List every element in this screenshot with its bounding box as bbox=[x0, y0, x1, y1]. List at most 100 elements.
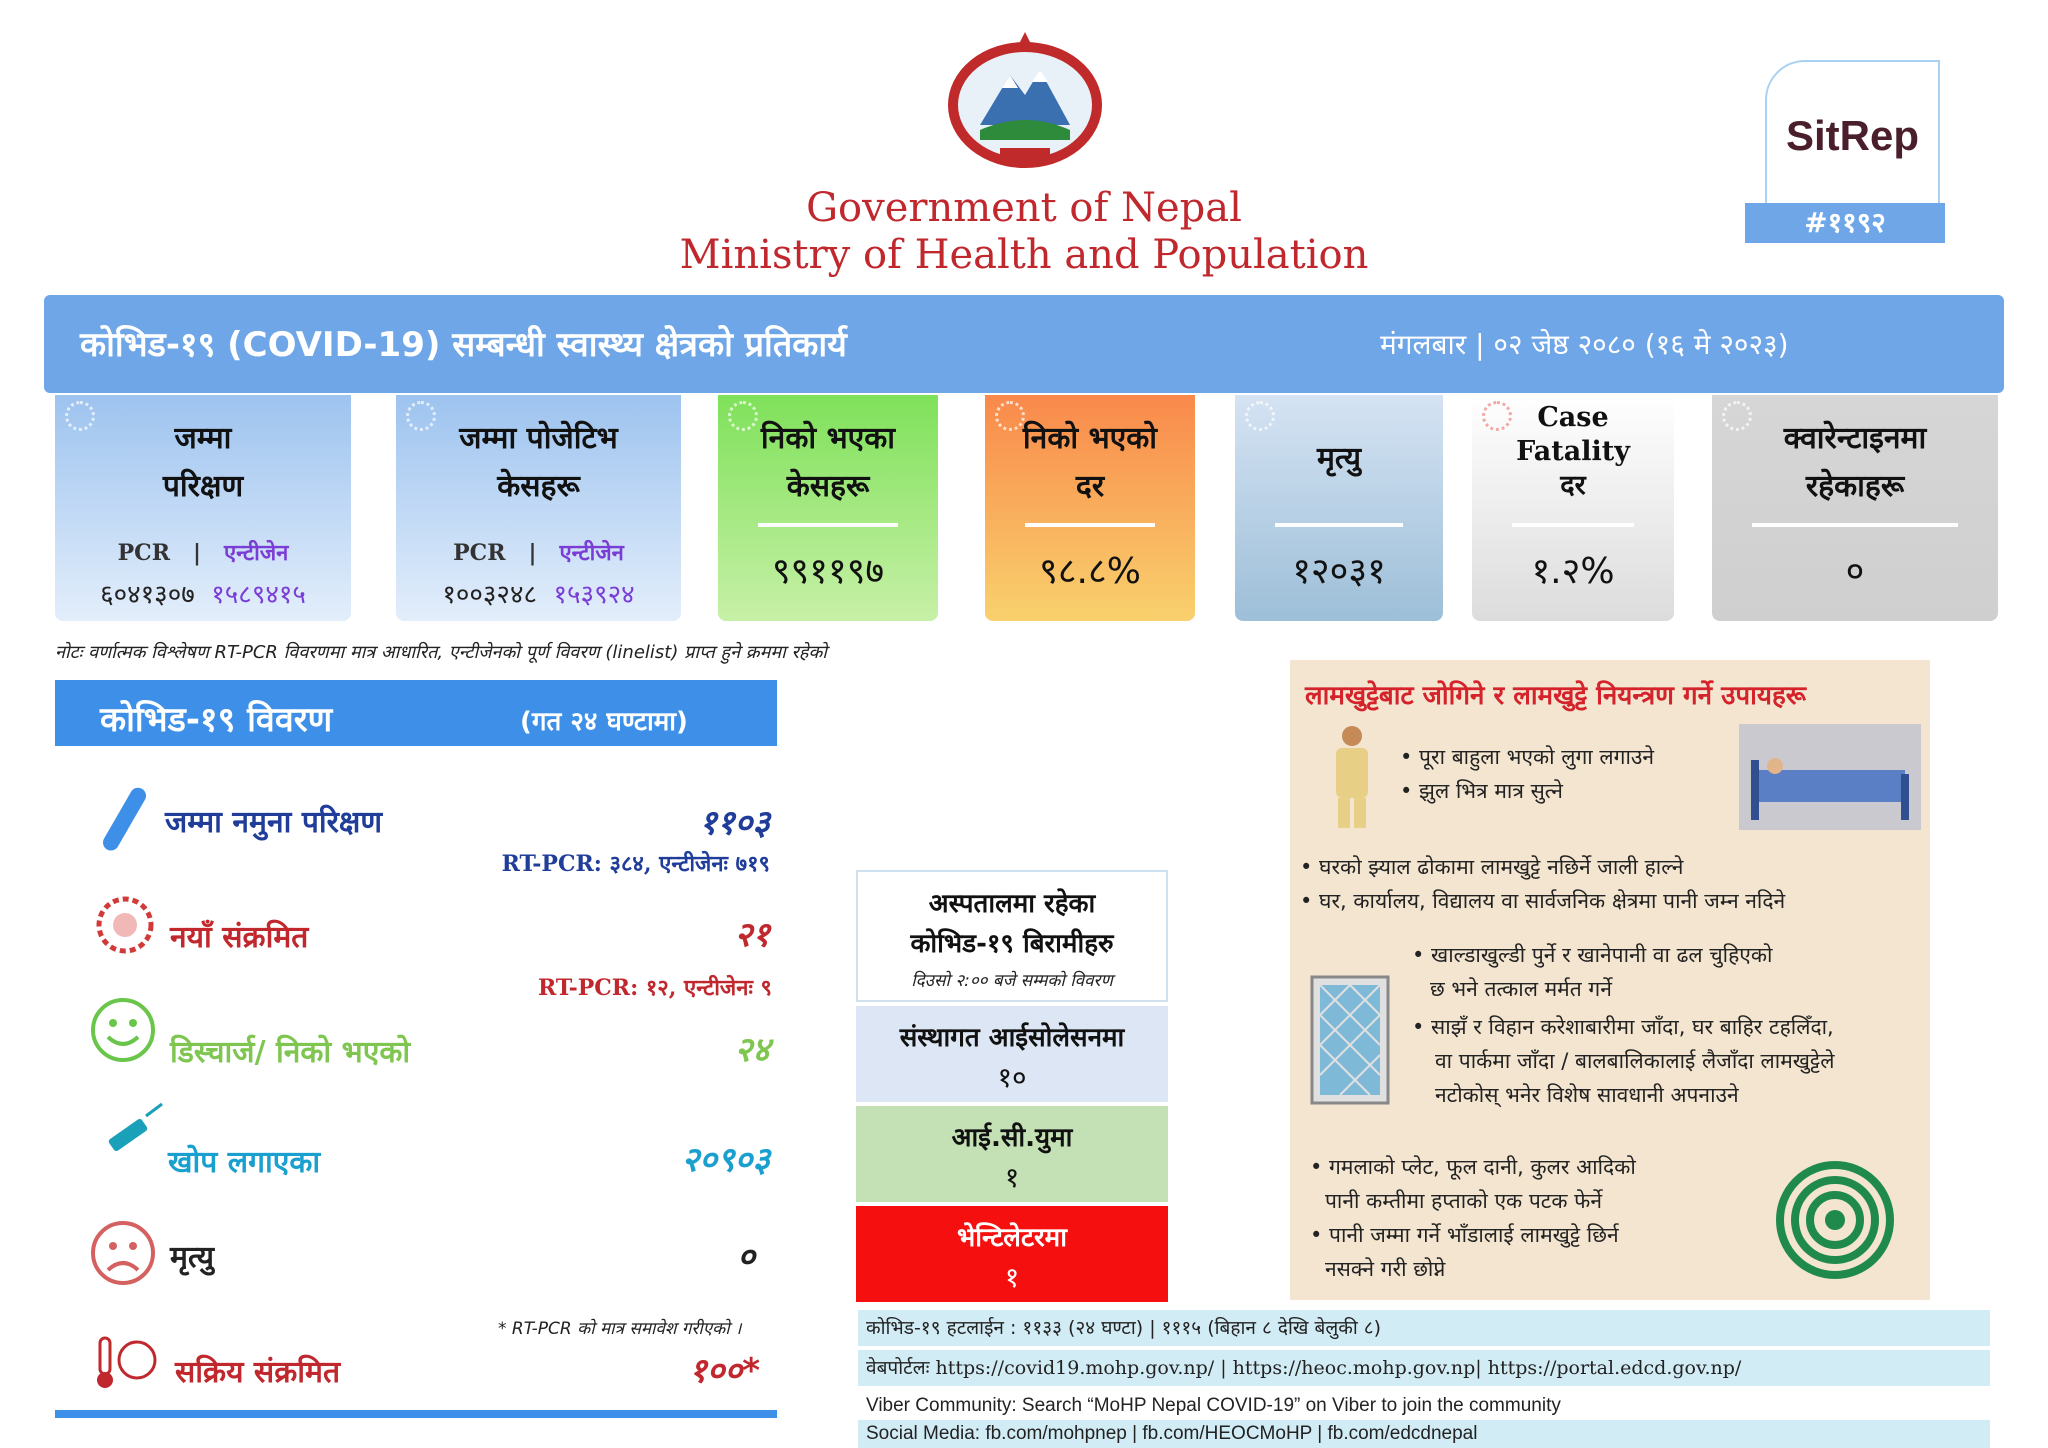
card-label: रहेकाहरू bbox=[1805, 469, 1905, 504]
note: नोटः वर्णात्मक विश्लेषण RT-PCR विवरणमा म… bbox=[55, 642, 827, 663]
bed-icon bbox=[1739, 724, 1921, 830]
samples-sub: RT-PCR: ३८४, एन्टीजेनः ७१९ bbox=[501, 851, 770, 877]
mosquito-title: लामखुट्टेबाट जोगिने र लामखुट्टे नियन्त्र… bbox=[1305, 681, 1806, 711]
icu-label: आई.सी.युमा bbox=[951, 1123, 1073, 1153]
mosquito-coil-icon bbox=[1776, 1161, 1894, 1279]
web-portal-bar[interactable]: वेबपोर्टलः https://covid19.mohp.gov.np/ … bbox=[858, 1350, 1990, 1386]
card-label: जम्मा bbox=[174, 421, 232, 456]
tip-3: • घरको झ्याल ढोकामा लामखुट्टे नछिर्ने जा… bbox=[1300, 855, 1684, 879]
tip-7a: • गमलाको प्लेट, फूल दानी, कुलर आदिको bbox=[1310, 1155, 1636, 1179]
card-value: १२०३१ bbox=[1292, 551, 1386, 592]
tip-6b: वा पार्कमा जाँदा / बालबालिकालाई लैजाँदा … bbox=[1435, 1049, 1835, 1073]
hospital-header: अस्पतालमा रहेका कोभिड-१९ बिरामीहरु दिउसो … bbox=[856, 870, 1168, 1002]
hotline-bar: कोभिड-१९ हटलाईन : ११३३ (२४ घण्टा) | १११५… bbox=[858, 1310, 1990, 1346]
samples-value: ११०३ bbox=[699, 803, 770, 843]
details-bottom-bar bbox=[55, 1410, 777, 1418]
tip-5a: • खाल्डाखुल्डी पुर्ने र खानेपानी वा ढल च… bbox=[1412, 943, 1773, 967]
new-sub: RT-PCR: १२, एन्टीजेनः ९ bbox=[537, 975, 772, 1001]
icu-value: १ bbox=[1004, 1161, 1020, 1194]
tip-7b: पानी कम्तीमा हप्ताको एक पटक फेर्ने bbox=[1325, 1189, 1603, 1213]
ventilator-box: भेन्टिलेटरमा १ bbox=[856, 1206, 1168, 1302]
card-value: १.२% bbox=[1531, 551, 1615, 592]
tip-1: • पूरा बाहुला भएको लुगा लगाउने bbox=[1400, 745, 1655, 769]
card-value: ९९११९७ bbox=[771, 551, 885, 592]
card-label: दर bbox=[1075, 469, 1105, 504]
discharge-value: २४ bbox=[734, 1030, 770, 1070]
nepal-emblem bbox=[948, 32, 1102, 168]
card-value: ९८.८% bbox=[1039, 551, 1141, 592]
ministry-title: Ministry of Health and Population bbox=[679, 232, 1369, 278]
virus-icon bbox=[96, 896, 154, 954]
card-label: परिक्षण bbox=[162, 469, 244, 504]
card-label: क्वारेन्टाइनमा bbox=[1783, 421, 1927, 456]
card-rule bbox=[1512, 523, 1634, 527]
card-label: निको भएका bbox=[760, 421, 896, 456]
card-label: केसहरू bbox=[786, 469, 870, 504]
new-value: २१ bbox=[734, 915, 770, 955]
thermometer-icon bbox=[97, 1336, 157, 1388]
virus-icon bbox=[65, 401, 95, 431]
ventilator-value: १ bbox=[1004, 1261, 1020, 1294]
card-label: दर bbox=[1560, 470, 1586, 501]
card-recovery-rate: निको भएको दर ९८.८% bbox=[985, 395, 1195, 621]
test-tube-icon bbox=[103, 787, 146, 851]
sad-face-icon bbox=[91, 1221, 155, 1285]
isolation-value: १० bbox=[997, 1061, 1027, 1094]
virus-icon bbox=[1722, 401, 1752, 431]
icu-box: आई.सी.युमा १ bbox=[856, 1106, 1168, 1202]
card-label: मृत्यु bbox=[1316, 441, 1362, 476]
footnote: * RT-PCR को मात्र समावेश गरीएको । bbox=[498, 1319, 742, 1339]
syringe-icon bbox=[108, 1102, 163, 1152]
banner-title: कोभिड-१९ (COVID-19) सम्बन्धी स्वास्थ्य क… bbox=[80, 325, 847, 365]
card-rule bbox=[1752, 523, 1958, 527]
card-label: केसहरू bbox=[497, 469, 580, 504]
card-subvals: १००३२४८ १५३९२४ bbox=[442, 580, 635, 610]
card-cfr: Case Fatality दर १.२% bbox=[1472, 395, 1674, 621]
tip-6a: • साझँ र विहान करेशाबारीमा जाँदा, घर बाह… bbox=[1412, 1015, 1834, 1039]
virus-icon bbox=[995, 401, 1025, 431]
person-icon bbox=[1336, 726, 1368, 828]
tip-5b: छ भने तत्काल मर्मत गर्ने bbox=[1430, 977, 1612, 1001]
card-subrow: PCR | एन्टीजेन bbox=[453, 540, 624, 566]
tip-8b: नसक्ने गरी छोप्ने bbox=[1325, 1257, 1446, 1281]
sitrep-label: SitRep bbox=[1785, 112, 1919, 159]
virus-icon bbox=[406, 401, 436, 431]
card-recovered: निको भएका केसहरू ९९११९७ bbox=[718, 395, 938, 621]
vaccine-label: खोप लगाएका bbox=[168, 1145, 321, 1180]
card-total-positive: जम्मा पोजेटिभ केसहरू PCR | एन्टीजेन १००३२… bbox=[396, 395, 681, 621]
samples-label: जम्मा नमुना परिक्षण bbox=[165, 805, 383, 840]
details-title: कोभिड-१९ विवरण bbox=[100, 700, 333, 740]
isolation-label: संस्थागत आईसोलेसनमा bbox=[899, 1023, 1125, 1053]
tip-4: • घर, कार्यालय, विद्यालय वा सार्वजनिक क्… bbox=[1300, 889, 1786, 913]
tip-8a: • पानी जम्मा गर्ने भाँडालाई लामखुट्टे छि… bbox=[1310, 1223, 1619, 1247]
card-subvals: ६०४१३०७ १५८९४१५ bbox=[100, 580, 306, 610]
virus-icon bbox=[728, 401, 758, 431]
gov-title: Government of Nepal bbox=[806, 185, 1242, 231]
viber-bar: Viber Community: Search “MoHP Nepal COVI… bbox=[858, 1388, 1990, 1424]
sitrep-number: #११९२ bbox=[1745, 203, 1945, 243]
card-total-tests: जम्मा परिक्षण PCR | एन्टीजेन ६०४१३०७ १५८९… bbox=[55, 395, 351, 621]
card-label: Fatality bbox=[1516, 436, 1630, 467]
card-rule bbox=[1275, 523, 1403, 527]
card-rule bbox=[758, 523, 898, 527]
death-value: ० bbox=[737, 1237, 755, 1277]
details-subtitle: (गत २४ घण्टामा) bbox=[520, 707, 688, 737]
social-media-bar[interactable]: Social Media: fb.com/mohpnep | fb.com/HE… bbox=[858, 1420, 1990, 1448]
death-label: मृत्यु bbox=[170, 1240, 215, 1275]
card-rule bbox=[1025, 523, 1155, 527]
isolation-box: संस्थागत आईसोलेसनमा १० bbox=[856, 1006, 1168, 1102]
ventilator-label: भेन्टिलेटरमा bbox=[957, 1223, 1067, 1253]
virus-icon bbox=[1482, 401, 1512, 431]
new-label: नयाँ संक्रमित bbox=[170, 920, 309, 955]
card-deaths: मृत्यु १२०३१ bbox=[1235, 395, 1443, 621]
card-label: Case bbox=[1537, 402, 1609, 433]
card-quarantine: क्वारेन्टाइनमा रहेकाहरू ० bbox=[1712, 395, 1998, 621]
discharge-label: डिस्चार्ज/ निको भएको bbox=[170, 1035, 411, 1070]
active-label: सक्रिय संक्रमित bbox=[175, 1355, 341, 1390]
details-header-bar bbox=[55, 680, 777, 746]
banner-date: मंगलबार | ०२ जेष्ठ २०८० (१६ मे २०२३) bbox=[1380, 328, 1789, 361]
hospital-subtitle: दिउसो २:०० बजे सम्मको विवरण bbox=[911, 971, 1113, 991]
title-banner bbox=[44, 295, 2004, 393]
vaccine-value: २०९०३ bbox=[681, 1140, 770, 1180]
window-net-icon bbox=[1310, 975, 1390, 1105]
